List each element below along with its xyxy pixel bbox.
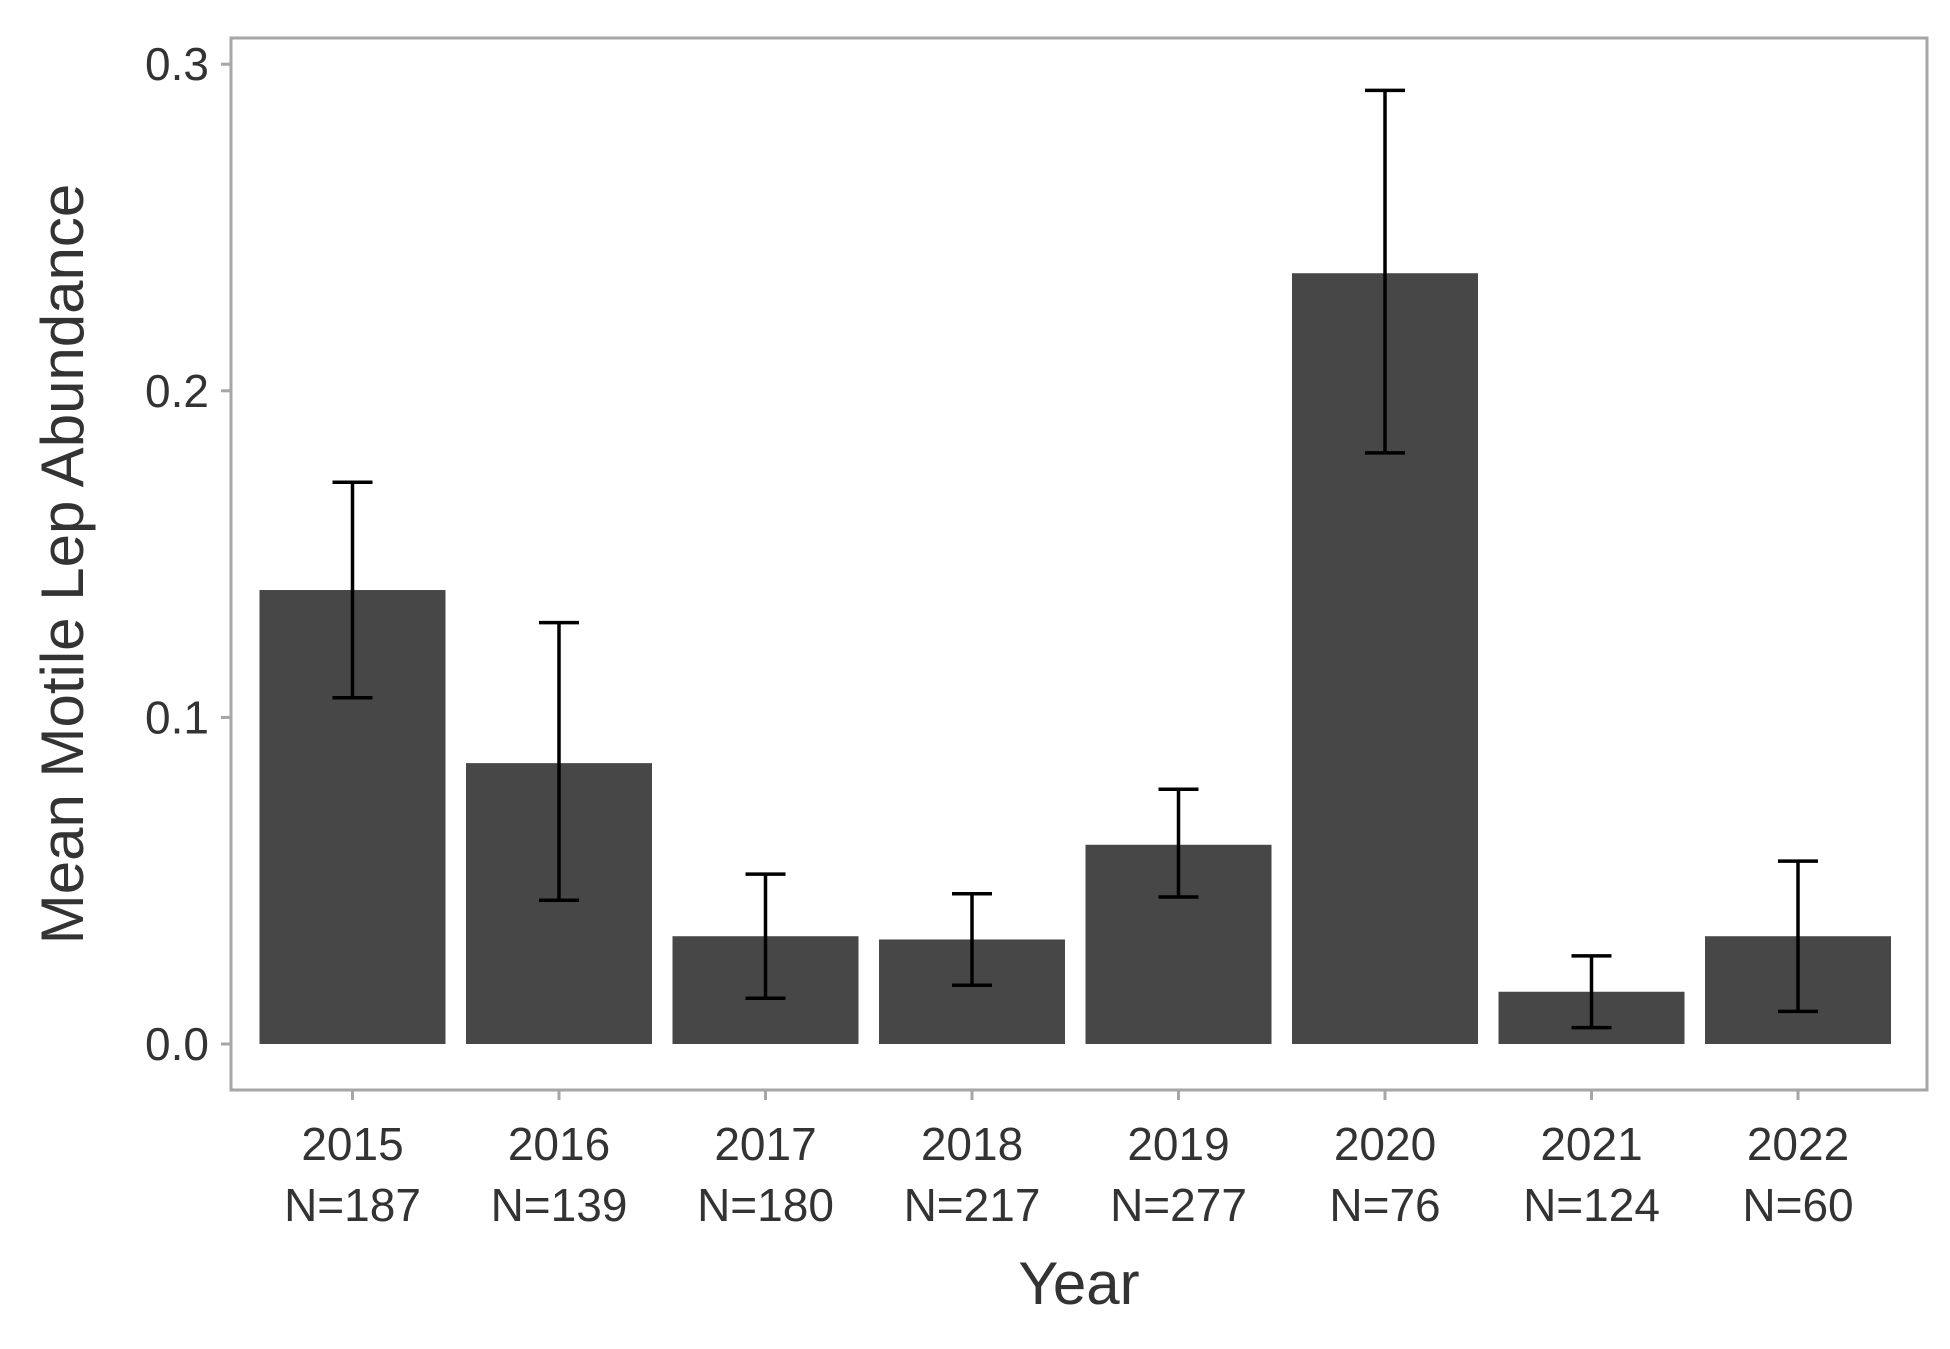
x-axis: 2015 N=187 2016 N=139 2017 N=180 2018 N=217 2019…	[284, 1090, 1854, 1231]
x-tick-label-2018: 2018	[921, 1118, 1023, 1170]
x-tick-sample-size-2021: N=124	[1523, 1179, 1660, 1231]
x-tick-label-2017: 2017	[714, 1118, 816, 1170]
x-tick-sample-size-2016: N=139	[491, 1179, 628, 1231]
errorbar-2017	[745, 872, 786, 1001]
errorbars-group	[332, 88, 1818, 1030]
errorbar-2021	[1571, 954, 1612, 1030]
x-tick-label-2015: 2015	[301, 1118, 403, 1170]
x-tick-sample-size-2015: N=187	[284, 1179, 421, 1231]
errorbar-2015	[332, 480, 373, 700]
errorbar-2022	[1778, 859, 1818, 1014]
errorbar-2019	[1158, 787, 1199, 899]
x-tick-label-2019: 2019	[1127, 1118, 1229, 1170]
errorbar-2018	[952, 892, 992, 987]
x-tick-sample-size-2018: N=217	[904, 1179, 1041, 1231]
x-tick-sample-size-2017: N=180	[697, 1179, 834, 1231]
errorbar-2020	[1365, 88, 1405, 455]
bars-group	[259, 273, 1891, 1044]
x-tick-sample-size-2022: N=60	[1742, 1179, 1853, 1231]
x-tick-sample-size-2020: N=76	[1329, 1179, 1440, 1231]
x-tick-label-2016: 2016	[508, 1118, 610, 1170]
y-tick-label-0.1: 0.1	[145, 691, 209, 743]
y-tick-label-0.0: 0.0	[145, 1018, 209, 1070]
y-axis: 0.0 0.1 0.2 0.3	[145, 38, 231, 1070]
x-tick-label-2022: 2022	[1747, 1118, 1849, 1170]
y-axis-title: Mean Motile Lep Abundance	[29, 184, 96, 945]
x-tick-sample-size-2019: N=277	[1110, 1179, 1247, 1231]
y-tick-label-0.3: 0.3	[145, 38, 209, 90]
y-tick-label-0.2: 0.2	[145, 365, 209, 417]
errorbar-2016	[539, 620, 579, 903]
x-tick-label-2021: 2021	[1540, 1118, 1642, 1170]
x-tick-label-2020: 2020	[1334, 1118, 1436, 1170]
x-axis-title: Year	[1018, 1250, 1139, 1317]
plot-panel-border	[229, 36, 1929, 1092]
